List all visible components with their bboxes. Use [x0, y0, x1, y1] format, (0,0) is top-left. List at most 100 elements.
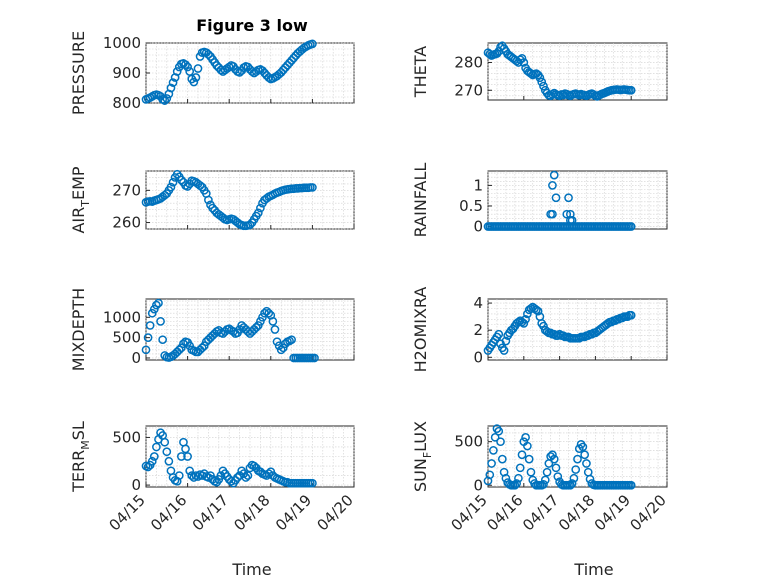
y-tick-label: 0 [131, 476, 141, 494]
data-point [216, 471, 226, 480]
y-tick-label: 4 [473, 294, 483, 312]
data-point [580, 450, 590, 460]
subplot-1: 800 900 1000 PRESSURE [69, 31, 355, 115]
y-tick-label: 270 [454, 81, 483, 99]
data-point [185, 466, 195, 476]
data-point [183, 62, 192, 72]
data-point [160, 96, 170, 105]
data-point [533, 306, 543, 316]
data-point [172, 67, 182, 76]
data-point [562, 209, 572, 219]
x-axis-label-right: Time [573, 560, 613, 579]
data-point [567, 479, 577, 488]
y-axis-label: MIXDEPTH [69, 288, 88, 371]
data-point [310, 353, 319, 363]
data-point [548, 450, 557, 460]
data-point [565, 216, 575, 225]
subplot-4: 0 0.5 1 RAINFALL [411, 163, 668, 237]
data-point [548, 181, 557, 190]
data-point [187, 471, 197, 480]
data-point [553, 472, 563, 481]
data-point [243, 471, 253, 480]
data-point [143, 333, 153, 342]
data-point [526, 304, 536, 313]
data-point [492, 49, 502, 58]
data-point [264, 469, 274, 479]
data-point [517, 53, 527, 63]
data-point [523, 441, 532, 451]
data-point [582, 459, 591, 468]
y-tick-label: 0 [131, 349, 141, 367]
data-point [251, 323, 261, 332]
data-point [497, 454, 507, 464]
data-point [158, 335, 167, 345]
data-point [542, 467, 552, 477]
data-point [189, 77, 199, 87]
data-point [626, 480, 636, 490]
x-tick-label: 04/18 [555, 491, 598, 534]
data-point [287, 335, 296, 345]
y-tick-label: 500 [112, 428, 141, 446]
data-point [549, 454, 559, 464]
data-point [578, 442, 588, 452]
y-tick-label: 260 [112, 214, 141, 232]
x-tick-label: 04/16 [147, 491, 190, 534]
data-point [226, 476, 236, 486]
data-point [573, 454, 582, 464]
data-point [521, 314, 530, 324]
data-point [204, 473, 213, 482]
data-point [524, 454, 534, 464]
data-point [499, 346, 509, 355]
y-tick-label: 0 [473, 218, 483, 236]
data-point [268, 317, 278, 326]
x-axis-label-left: Time [231, 560, 271, 579]
y-tick-label: 900 [112, 64, 141, 82]
data-point [515, 463, 525, 473]
data-point [626, 310, 636, 320]
data-point [276, 345, 286, 355]
data-point [521, 432, 530, 442]
data-point [512, 479, 521, 488]
data-point [164, 456, 174, 466]
data-point [510, 480, 520, 490]
x-tick-label: 04/19 [591, 491, 634, 534]
y-tick-label: 0 [473, 476, 483, 494]
data-point [535, 73, 545, 83]
data-point [565, 480, 575, 490]
data-point [519, 319, 529, 328]
data-point [149, 452, 159, 461]
data-point [487, 459, 496, 468]
data-point [241, 473, 251, 482]
data-point [160, 437, 170, 447]
data-point [204, 50, 213, 59]
x-tick-label: 04/20 [314, 491, 357, 534]
subplot-3: 260 270 AIRTEMP [69, 166, 355, 234]
data-point [152, 442, 161, 452]
data-point [571, 465, 581, 474]
data-point [308, 478, 317, 488]
data-point [160, 351, 170, 360]
y-axis-label: SUNFLUX [411, 421, 434, 492]
data-point [626, 85, 636, 95]
x-tick-label: 04/15 [106, 491, 149, 534]
data-point [156, 317, 165, 326]
data-point [539, 81, 548, 91]
data-point [233, 473, 242, 482]
data-point [551, 463, 561, 473]
x-tick-label: 04/16 [483, 491, 526, 534]
data-point [181, 444, 190, 454]
y-tick-label: 270 [112, 181, 141, 199]
data-point [172, 476, 182, 486]
data-point [197, 343, 207, 353]
data-point [489, 446, 498, 455]
data-point [152, 300, 161, 310]
data-point [551, 193, 561, 203]
data-point [177, 452, 186, 461]
x-tick-label: 04/19 [272, 491, 315, 534]
y-tick-label: 1000 [103, 34, 141, 52]
y-axis-label: THETA [411, 46, 430, 98]
data-point [168, 177, 178, 187]
data-point [183, 452, 192, 461]
x-tick-label: 04/17 [519, 491, 562, 534]
